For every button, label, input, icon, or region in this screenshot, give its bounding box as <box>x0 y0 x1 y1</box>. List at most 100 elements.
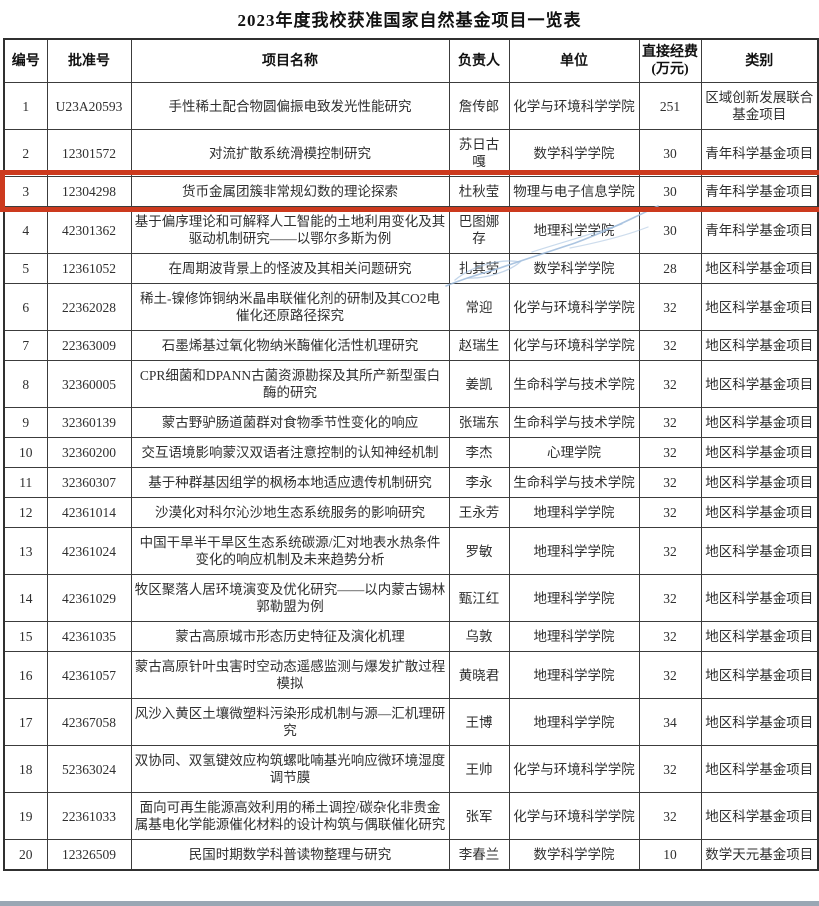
cell-unit: 地理科学学院 <box>508 621 640 652</box>
cell-unit: 心理学院 <box>508 437 640 468</box>
cell-no: 16 <box>3 651 48 699</box>
cell-project-title: 稀土-镍修饰铜纳米晶串联催化剂的研制及其CO2电催化还原路径探究 <box>130 283 450 331</box>
table-row: 12 42361014 沙漠化对科尔沁沙地生态系统服务的影响研究 王永芳 地理科学学院 3… <box>3 497 819 528</box>
cell-no: 10 <box>3 437 48 468</box>
cell-pi: 李杰 <box>448 437 510 468</box>
projects-table: 编号 批准号 项目名称 负责人 单位 直接经费 (万元) 类别 1 U23A20593 手性稀土… <box>3 38 819 871</box>
table-row: 14 42361029 牧区聚落人居环境演变及优化研究——以内蒙古锡林郭勒盟为例 甄江… <box>3 574 819 622</box>
cell-category: 地区科学基金项目 <box>700 792 819 840</box>
cell-category: 青年科学基金项目 <box>700 129 819 177</box>
cell-funding: 32 <box>638 497 702 528</box>
cell-unit: 化学与环境科学学院 <box>508 283 640 331</box>
cell-unit: 化学与环境科学学院 <box>508 792 640 840</box>
cell-category: 地区科学基金项目 <box>700 253 819 284</box>
cell-project-title: 沙漠化对科尔沁沙地生态系统服务的影响研究 <box>130 497 450 528</box>
cell-no: 18 <box>3 745 48 793</box>
cell-unit: 数学科学学院 <box>508 253 640 284</box>
cell-pi: 苏日古嘎 <box>448 129 510 177</box>
cell-no: 6 <box>3 283 48 331</box>
cell-unit: 地理科学学院 <box>508 651 640 699</box>
cell-funding: 32 <box>638 407 702 438</box>
cell-approval-no: 32360200 <box>46 437 132 468</box>
cell-pi: 张瑞东 <box>448 407 510 438</box>
cell-category: 地区科学基金项目 <box>700 497 819 528</box>
cell-approval-no: 32360005 <box>46 360 132 408</box>
cell-project-title: 牧区聚落人居环境演变及优化研究——以内蒙古锡林郭勒盟为例 <box>130 574 450 622</box>
cell-funding: 32 <box>638 283 702 331</box>
cell-pi: 王博 <box>448 698 510 746</box>
cell-no: 14 <box>3 574 48 622</box>
column-header: 直接经费 (万元) <box>638 38 702 83</box>
cell-approval-no: 42361024 <box>46 527 132 575</box>
table-row: 11 32360307 基于种群基因组学的枫杨本地适应遗传机制研究 李永 生命科学与技术… <box>3 467 819 498</box>
cell-unit: 地理科学学院 <box>508 574 640 622</box>
cell-project-title: 蒙古高原针叶虫害时空动态遥感监测与爆发扩散过程模拟 <box>130 651 450 699</box>
table-row: 5 12361052 在周期波背景上的怪波及其相关问题研究 扎其劳 数学科学学院 28 地区… <box>3 253 819 284</box>
cell-category: 区域创新发展联合基金项目 <box>700 82 819 130</box>
cell-category: 地区科学基金项目 <box>700 574 819 622</box>
cell-pi: 甄江红 <box>448 574 510 622</box>
cell-approval-no: 12361052 <box>46 253 132 284</box>
table-row: 1 U23A20593 手性稀土配合物圆偏振电致发光性能研究 詹传郎 化学与环境科学学院… <box>3 82 819 130</box>
cell-pi: 王帅 <box>448 745 510 793</box>
cell-category: 地区科学基金项目 <box>700 360 819 408</box>
cell-no: 5 <box>3 253 48 284</box>
cell-project-title: 蒙古野驴肠道菌群对食物季节性变化的响应 <box>130 407 450 438</box>
page-title: 2023年度我校获准国家自然基金项目一览表 <box>237 11 582 30</box>
cell-project-title: CPR细菌和DPANN古菌资源勘探及其所产新型蛋白酶的研究 <box>130 360 450 408</box>
cell-pi: 罗敏 <box>448 527 510 575</box>
table-row: 10 32360200 交互语境影响蒙汉双语者注意控制的认知神经机制 李杰 心理学院 32… <box>3 437 819 468</box>
cell-no: 3 <box>3 176 48 207</box>
cell-funding: 30 <box>638 176 702 207</box>
cell-no: 8 <box>3 360 48 408</box>
cell-no: 19 <box>3 792 48 840</box>
cell-funding: 30 <box>638 206 702 254</box>
cell-project-title: 民国时期数学科普读物整理与研究 <box>130 839 450 871</box>
cell-no: 2 <box>3 129 48 177</box>
table-row: 6 22362028 稀土-镍修饰铜纳米晶串联催化剂的研制及其CO2电催化还原路径探… <box>3 283 819 331</box>
table-row: 8 32360005 CPR细菌和DPANN古菌资源勘探及其所产新型蛋白酶的研究 姜凯… <box>3 360 819 408</box>
table-row: 3 12304298 货币金属团簇非常规幻数的理论探索 杜秋莹 物理与电子信息学院 30 青… <box>3 176 819 207</box>
cell-funding: 32 <box>638 745 702 793</box>
cell-funding: 32 <box>638 467 702 498</box>
cell-project-title: 手性稀土配合物圆偏振电致发光性能研究 <box>130 82 450 130</box>
column-header: 负责人 <box>448 38 510 83</box>
cell-category: 地区科学基金项目 <box>700 527 819 575</box>
cell-pi: 赵瑞生 <box>448 330 510 361</box>
column-header: 批准号 <box>46 38 132 83</box>
cell-unit: 生命科学与技术学院 <box>508 360 640 408</box>
cell-unit: 生命科学与技术学院 <box>508 467 640 498</box>
cell-pi: 詹传郎 <box>448 82 510 130</box>
cell-approval-no: 32360139 <box>46 407 132 438</box>
cell-category: 地区科学基金项目 <box>700 407 819 438</box>
bottom-edge-bar <box>0 901 819 906</box>
table-row: 9 32360139 蒙古野驴肠道菌群对食物季节性变化的响应 张瑞东 生命科学与技术学院… <box>3 407 819 438</box>
cell-unit: 地理科学学院 <box>508 698 640 746</box>
cell-no: 9 <box>3 407 48 438</box>
cell-funding: 32 <box>638 527 702 575</box>
cell-no: 4 <box>3 206 48 254</box>
cell-funding: 34 <box>638 698 702 746</box>
cell-pi: 扎其劳 <box>448 253 510 284</box>
cell-pi: 乌敦 <box>448 621 510 652</box>
cell-category: 数学天元基金项目 <box>700 839 819 871</box>
cell-unit: 数学科学学院 <box>508 129 640 177</box>
cell-project-title: 对流扩散系统滑模控制研究 <box>130 129 450 177</box>
cell-category: 地区科学基金项目 <box>700 437 819 468</box>
cell-project-title: 中国干旱半干旱区生态系统碳源/汇对地表水热条件变化的响应机制及未来趋势分析 <box>130 527 450 575</box>
cell-approval-no: U23A20593 <box>46 82 132 130</box>
column-header: 项目名称 <box>130 38 450 83</box>
column-header: 编号 <box>3 38 48 83</box>
cell-project-title: 面向可再生能源高效利用的稀土调控/碳杂化非贵金属基电化学能源催化材料的设计构筑与… <box>130 792 450 840</box>
table-wrapper: 编号 批准号 项目名称 负责人 单位 直接经费 (万元) 类别 1 U23A20593 手性稀土… <box>0 38 819 871</box>
cell-pi: 张军 <box>448 792 510 840</box>
cell-project-title: 双协同、双氢键效应构筑螺吡喃基光响应微环境湿度调节膜 <box>130 745 450 793</box>
cell-funding: 30 <box>638 129 702 177</box>
cell-no: 17 <box>3 698 48 746</box>
cell-funding: 32 <box>638 574 702 622</box>
cell-approval-no: 42361029 <box>46 574 132 622</box>
cell-category: 地区科学基金项目 <box>700 330 819 361</box>
cell-category: 地区科学基金项目 <box>700 745 819 793</box>
table-row: 13 42361024 中国干旱半干旱区生态系统碳源/汇对地表水热条件变化的响应机制… <box>3 527 819 575</box>
